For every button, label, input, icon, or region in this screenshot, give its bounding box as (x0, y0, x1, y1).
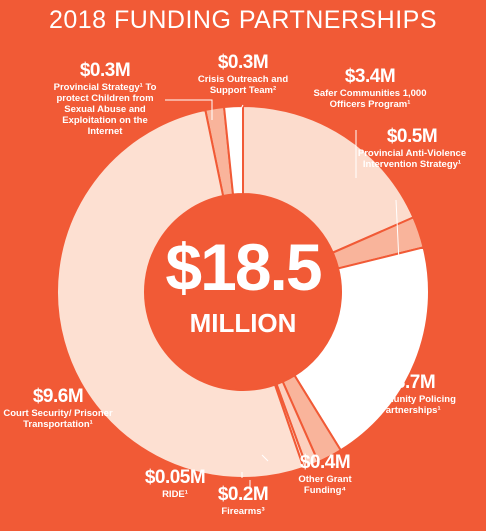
data-label: $0.4M Other Grant Funding⁴ (280, 452, 370, 496)
category-label: Crisis Outreach and Support Team² (197, 74, 289, 96)
data-label: $0.3M Provincial Strategy¹ To protect Chi… (45, 60, 165, 137)
category-label: Other Grant Funding⁴ (298, 474, 352, 496)
leader-line (235, 104, 244, 119)
category-label: Community Policing Partnerships¹ (364, 394, 456, 416)
chart-title: 2018 FUNDING PARTNERSHIPS (48, 6, 438, 34)
data-label: $0.05M RIDE¹ (135, 467, 215, 500)
value-label: $0.4M (299, 452, 351, 473)
value-label: $9.6M (32, 386, 84, 407)
donut-slice (242, 104, 415, 255)
center-disc (146, 195, 340, 389)
category-label: Provincial Strategy¹ To protect Children… (53, 82, 157, 137)
value-label: $0.3M (79, 60, 131, 81)
value-label: $3.4M (344, 66, 396, 87)
category-label: Safer Communities 1,000 Officers Program… (313, 88, 427, 110)
data-label: $0.5M Provincial Anti-Violence Interventi… (357, 126, 467, 170)
leader-line (261, 454, 269, 462)
center-total: $18.5 (165, 230, 322, 304)
data-label: $0.3M Crisis Outreach and Support Team² (188, 52, 298, 96)
value-label: $0.2M (217, 484, 269, 505)
leader-line (395, 199, 410, 283)
value-label: $0.05M (144, 467, 206, 488)
leader-line (165, 99, 213, 120)
value-label: $0.3M (217, 52, 269, 73)
value-label: $0.5M (386, 126, 438, 147)
data-label: $0.2M Firearms³ (203, 484, 283, 517)
category-label: Court Security/ Prisoner Transportation¹ (3, 408, 113, 430)
value-label: $3.7M (384, 372, 436, 393)
category-label: Firearms³ (221, 506, 265, 517)
data-label: $9.6M Court Security/ Prisoner Transporta… (3, 386, 113, 430)
center-unit: MILLION (189, 308, 297, 338)
category-label: RIDE¹ (162, 489, 188, 500)
category-label: Provincial Anti-Violence Intervention St… (357, 148, 467, 170)
donut-slice (293, 246, 430, 452)
data-label: $3.4M Safer Communities 1,000 Officers Pr… (300, 66, 440, 110)
data-label: $3.7M Community Policing Partnerships¹ (355, 372, 465, 416)
donut-slice (56, 108, 305, 479)
